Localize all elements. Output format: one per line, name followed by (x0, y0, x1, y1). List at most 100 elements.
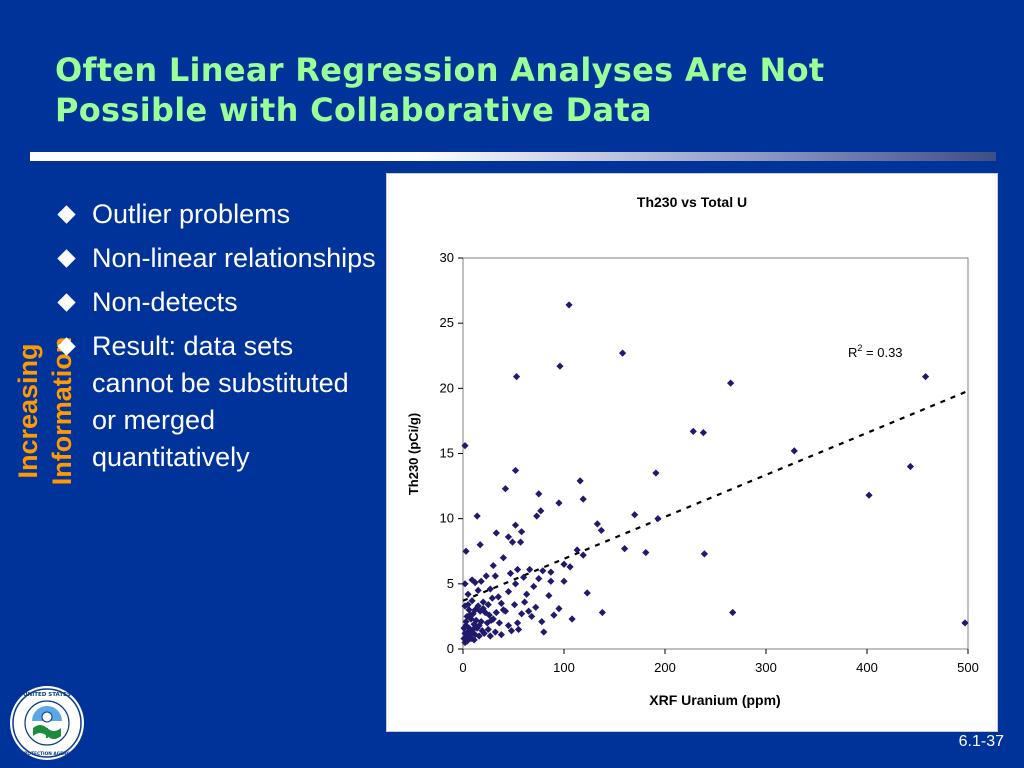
data-point (471, 606, 479, 614)
data-point (491, 572, 499, 580)
data-point (517, 528, 526, 536)
data-point (525, 607, 533, 615)
data-point (597, 526, 605, 534)
data-point (482, 572, 490, 580)
bullet-text: Non-linear relationships (92, 243, 376, 273)
data-point (631, 511, 639, 519)
data-point (491, 628, 499, 636)
data-point (530, 582, 538, 591)
data-point (463, 612, 471, 621)
x-tick-label: 500 (957, 660, 979, 675)
data-point (593, 520, 601, 528)
slide-title: Often Linear Regression Analyses Are Not… (55, 50, 1005, 130)
data-point (906, 462, 915, 471)
epa-seal-logo: UNITED STATES PROTECTION AGENCY (10, 686, 84, 760)
data-point (514, 625, 523, 634)
bullet-item: Non-detects (56, 284, 376, 321)
title-line-2: Possible with Collaborative Data (55, 91, 652, 129)
data-point (547, 577, 555, 585)
data-point (467, 615, 475, 623)
data-point (461, 580, 469, 588)
data-point (921, 373, 930, 381)
data-point (494, 593, 502, 601)
data-point (465, 627, 473, 635)
data-point (489, 561, 497, 570)
bullet-text: Outlier problems (92, 199, 291, 229)
data-point (495, 619, 503, 627)
y-axis-label: Th230 (pCi/g) (406, 413, 421, 495)
data-point (556, 362, 564, 370)
bullet-item: Result: data sets cannot be substituted … (56, 328, 376, 476)
data-point (513, 565, 522, 574)
data-point (532, 603, 540, 611)
data-point (466, 611, 474, 619)
data-point (504, 621, 513, 630)
scatter-chart: Th230 vs Total U 0 5 10 15 20 25 30 0 100 200 300… (386, 173, 998, 732)
data-point (618, 349, 627, 357)
chart-svg: Th230 vs Total U 0 5 10 15 20 25 30 0 100 200 300… (406, 194, 979, 708)
x-axis: 0 100 200 300 400 500 (459, 649, 979, 675)
data-point (499, 606, 507, 614)
data-point (699, 429, 707, 437)
data-point (475, 621, 483, 630)
data-point (468, 628, 476, 636)
data-point (517, 610, 526, 618)
title-divider (30, 152, 996, 161)
y-tick-label: 0 (447, 641, 454, 656)
data-point (555, 604, 563, 613)
data-point (565, 301, 573, 309)
data-point (547, 568, 555, 576)
data-point (560, 560, 568, 568)
data-point (516, 538, 525, 546)
data-point (476, 541, 484, 549)
data-point (508, 538, 517, 546)
data-point (507, 627, 516, 635)
data-point (790, 447, 798, 455)
y-tick-label: 5 (447, 576, 454, 591)
data-point (464, 590, 472, 598)
y-tick-label: 15 (440, 446, 454, 461)
x-tick-label: 0 (459, 660, 466, 675)
data-point (478, 627, 486, 635)
diamond-bullet-icon (57, 337, 76, 356)
data-point (729, 608, 737, 617)
data-point (477, 577, 485, 585)
data-point (700, 550, 708, 558)
data-point (545, 591, 553, 600)
data-point (470, 636, 478, 644)
data-point (462, 547, 470, 555)
data-point (471, 578, 479, 587)
bullet-item: Non-linear relationships (56, 240, 376, 277)
page-number: 6.1-37 (958, 733, 1004, 750)
title-line-1: Often Linear Regression Analyses Are Not (55, 51, 825, 89)
data-point (465, 606, 473, 614)
trendline (462, 389, 969, 602)
data-point (555, 499, 563, 507)
data-point (533, 512, 541, 520)
data-point (865, 491, 873, 499)
data-point (484, 625, 492, 634)
data-point (504, 588, 513, 596)
data-point (523, 590, 531, 598)
data-point (481, 608, 489, 617)
r-squared-annotation: R2 = 0.33 (848, 343, 903, 360)
data-point (497, 631, 505, 639)
data-point (488, 594, 496, 602)
data-point (485, 611, 493, 619)
data-point (511, 521, 520, 529)
data-point (499, 554, 507, 562)
data-point (511, 466, 520, 475)
data-point (526, 565, 534, 574)
data-point (521, 598, 529, 606)
data-point (535, 490, 543, 498)
bullet-text: Non-detects (92, 287, 238, 317)
data-point (621, 545, 629, 553)
data-point (504, 533, 513, 541)
diamond-bullet-icon (57, 249, 76, 268)
diamond-bullet-icon (57, 293, 76, 312)
x-tick-label: 400 (856, 660, 878, 675)
data-point (501, 485, 510, 493)
data-point (961, 619, 969, 627)
data-point (642, 548, 650, 557)
data-point (573, 546, 581, 554)
